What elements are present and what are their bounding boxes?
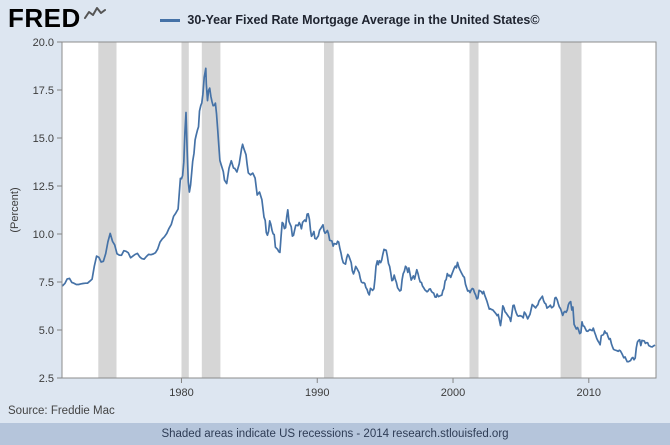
y-tick-label: 20.0: [33, 37, 54, 49]
y-tick-label: 7.5: [39, 277, 54, 289]
y-tick-label: 15.0: [33, 133, 54, 145]
x-tick-label: 1980: [169, 387, 193, 399]
sparkline-icon: [83, 5, 106, 26]
mortgage-rate-line: [61, 67, 656, 363]
recession-band: [324, 42, 334, 378]
chart-plot-area: 2.5 5.0 7.5 10.0 12.5 15.0 17.5 20.0 1980 1990 200…: [9, 37, 657, 399]
x-tick-label: 1990: [305, 387, 329, 399]
fred-logo-text: FRED: [8, 3, 81, 33]
recession-band: [98, 42, 117, 378]
chart-title: 30-Year Fixed Rate Mortgage Average in t…: [187, 13, 540, 27]
series-color-swatch: [160, 18, 181, 22]
recession-band: [201, 42, 221, 378]
chart-legend: 30-Year Fixed Rate Mortgage Average in t…: [60, 13, 640, 27]
x-tick-label: 2000: [441, 387, 465, 399]
y-tick-label: 10.0: [33, 229, 54, 241]
recession-band: [181, 42, 189, 378]
plot-border: [61, 41, 657, 379]
source-note: Source: Freddie Mac: [8, 405, 115, 417]
fred-logo[interactable]: FRED: [8, 5, 106, 31]
x-tick-label: 2010: [577, 387, 601, 399]
recession-band: [469, 42, 479, 378]
y-tick-label: 2.5: [39, 373, 54, 385]
footer-note: Shaded areas indicate US recessions - 20…: [161, 428, 509, 440]
y-tick-label: 5.0: [39, 325, 54, 337]
footer-band: Shaded areas indicate US recessions - 20…: [0, 423, 670, 445]
y-axis-label: (Percent): [9, 187, 21, 232]
plot-background: [62, 42, 656, 378]
y-tick-label: 17.5: [33, 85, 54, 97]
y-tick-label: 12.5: [33, 181, 54, 193]
recession-band: [560, 42, 582, 378]
